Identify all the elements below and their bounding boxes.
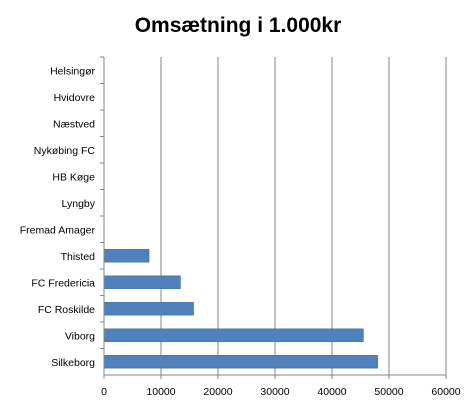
category-label: Thisted	[61, 251, 96, 263]
bar	[103, 355, 378, 369]
x-tick-label: 50000	[374, 386, 403, 398]
chart-title: Omsætning i 1.000kr	[135, 14, 342, 37]
category-label: FC Fredericia	[31, 277, 95, 289]
x-tick-label: 10000	[146, 386, 175, 398]
x-tick-label: 30000	[260, 386, 289, 398]
axes	[100, 56, 447, 379]
x-tick-label: 20000	[203, 386, 232, 398]
bars	[103, 249, 378, 369]
category-label: Viborg	[65, 330, 95, 342]
category-label: Næstved	[53, 118, 95, 130]
category-label: Fremad Amager	[20, 224, 96, 236]
grid-lines	[160, 57, 447, 375]
x-tick-labels: 0 10000 20000 30000 40000 50000 60000	[101, 386, 461, 398]
category-labels: Silkeborg Viborg FC Roskilde FC Fredericia T…	[20, 65, 96, 369]
category-label: Nykøbing FC	[34, 145, 96, 157]
x-tick-label: 60000	[431, 386, 460, 398]
category-label: Hvidovre	[54, 92, 96, 104]
bar	[103, 275, 181, 289]
bar	[103, 328, 364, 342]
bar	[103, 249, 150, 263]
category-label: FC Roskilde	[38, 304, 95, 316]
bar	[103, 302, 194, 316]
category-label: Lyngby	[62, 198, 96, 210]
x-tick-label: 0	[101, 386, 107, 398]
category-label: HB Køge	[52, 171, 95, 183]
category-label: Helsingør	[50, 65, 95, 77]
x-tick-label: 40000	[317, 386, 346, 398]
category-label: Silkeborg	[51, 357, 95, 369]
